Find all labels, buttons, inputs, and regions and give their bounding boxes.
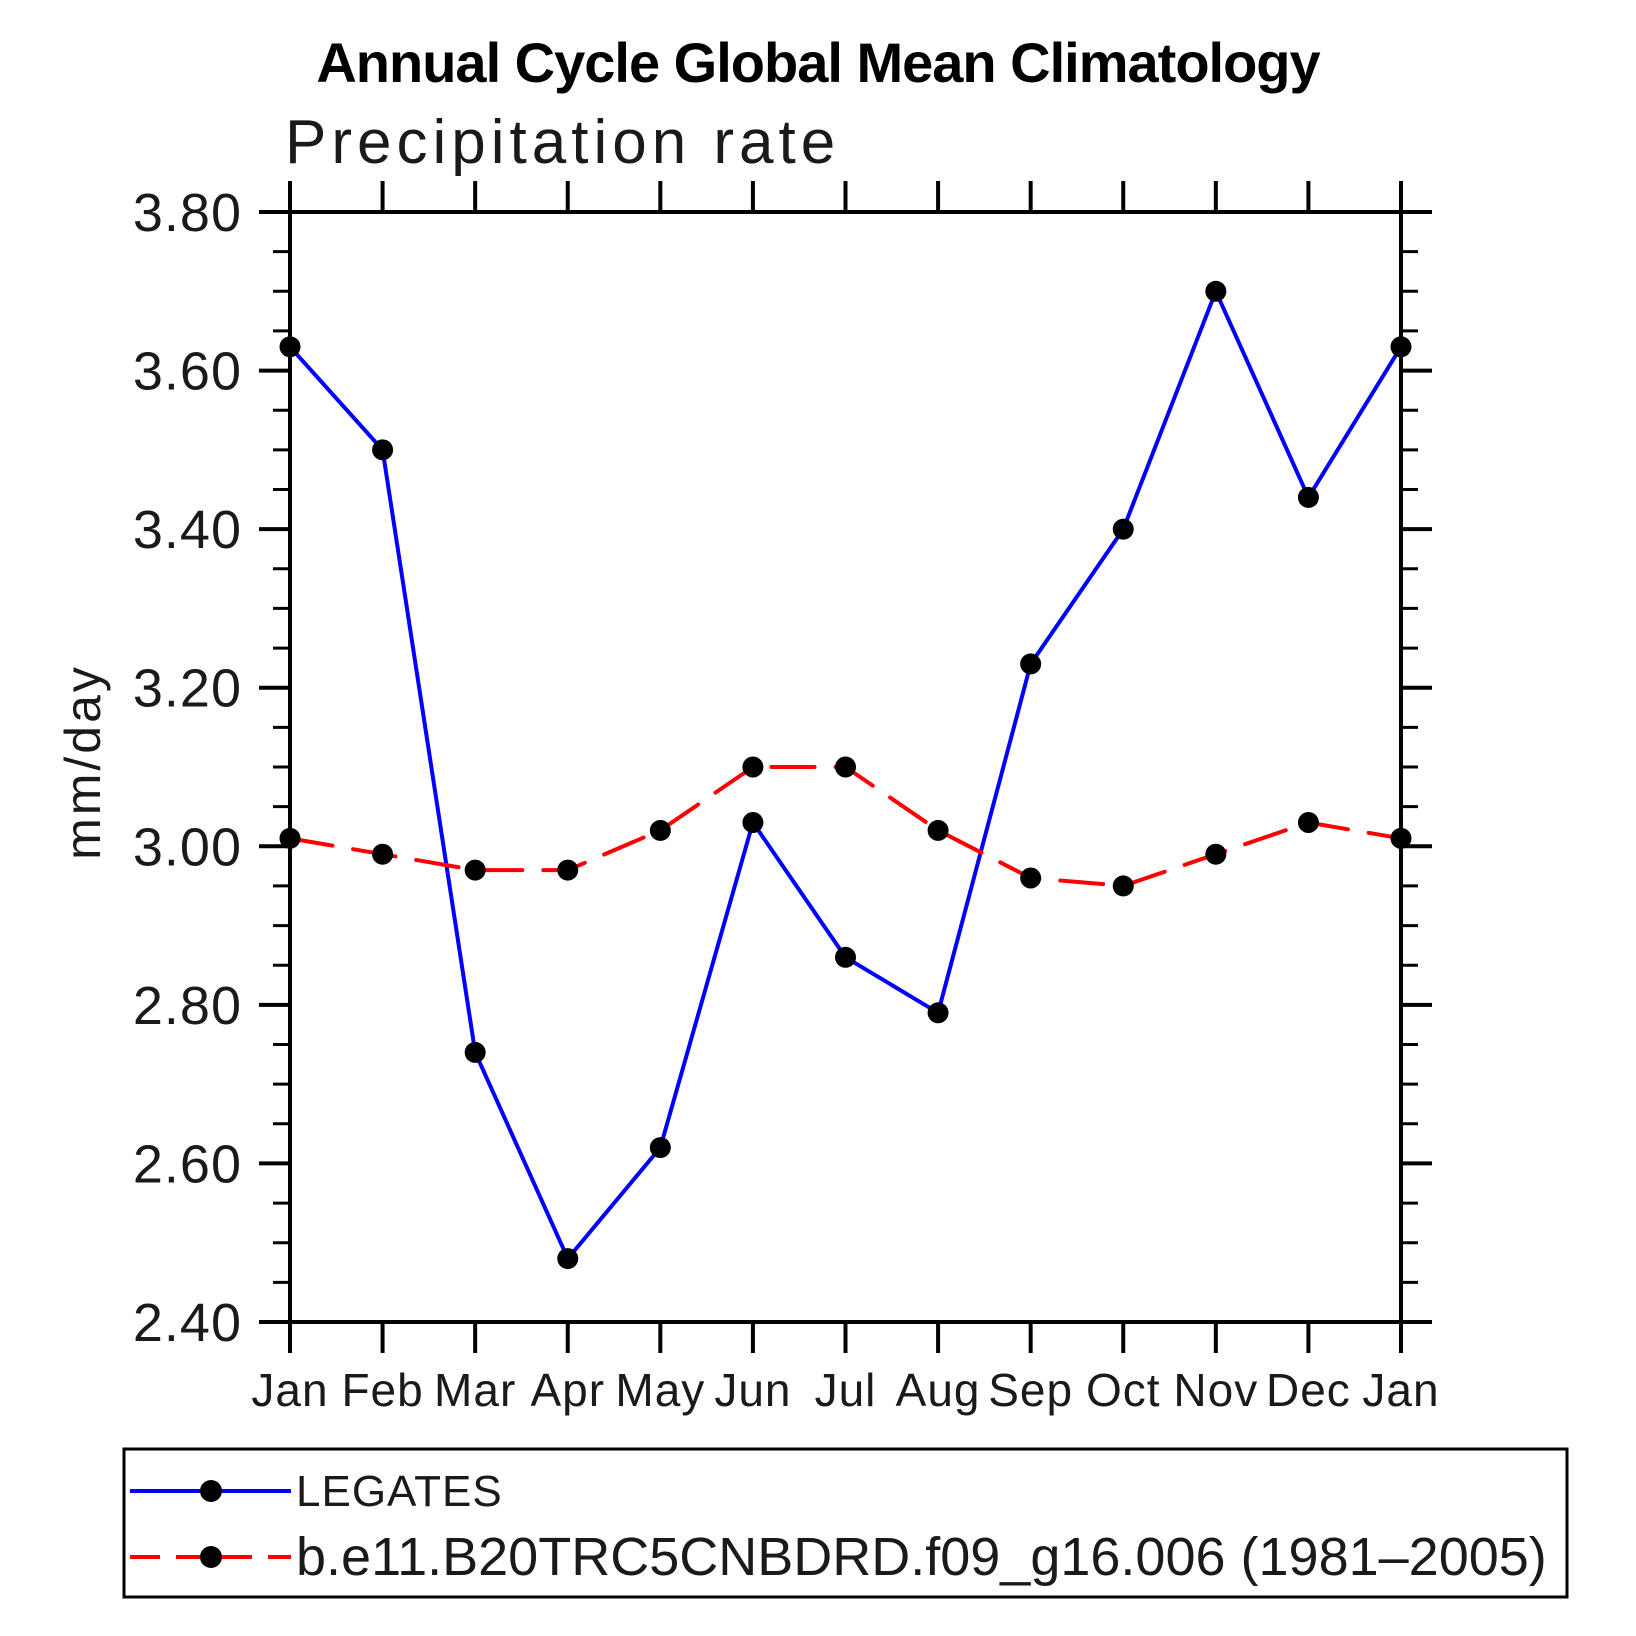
x-tick-label: Aug bbox=[896, 1364, 981, 1416]
data-point-model-may bbox=[649, 819, 671, 841]
chart-subtitle: Precipitation rate bbox=[285, 108, 841, 177]
data-point-legates-nov bbox=[1205, 280, 1227, 302]
data-point-legates-apr bbox=[557, 1248, 579, 1270]
x-tick-label: Jun bbox=[714, 1364, 791, 1416]
data-point-legates-jul bbox=[835, 946, 856, 968]
legend-box bbox=[122, 1447, 1569, 1599]
data-point-model-jun bbox=[742, 756, 764, 778]
data-point-legates-jun bbox=[742, 812, 764, 833]
legend-label-model: b.e11.B20TRC5CNBDRD.f09_g16.006 (1981–20… bbox=[296, 1527, 1547, 1587]
data-point-model-mar bbox=[464, 859, 486, 881]
data-point-legates-jan bbox=[1390, 336, 1412, 358]
y-tick-label: 3.40 bbox=[133, 500, 242, 560]
data-point-legates-dec bbox=[1297, 486, 1319, 508]
x-tick-label: Dec bbox=[1266, 1364, 1351, 1416]
x-tick-label: Sep bbox=[988, 1364, 1073, 1416]
data-point-legates-oct bbox=[1112, 518, 1134, 540]
x-tick-label: Apr bbox=[530, 1364, 605, 1416]
data-point-legates-sep bbox=[1020, 653, 1042, 675]
data-point-model-dec bbox=[1297, 812, 1319, 833]
data-point-legates-aug bbox=[927, 1002, 949, 1024]
x-tick-label: Jan bbox=[1362, 1364, 1439, 1416]
data-point-legates-feb bbox=[372, 439, 394, 461]
data-point-model-nov bbox=[1205, 843, 1227, 865]
data-point-model-oct bbox=[1112, 875, 1134, 897]
y-tick-label: 3.60 bbox=[133, 342, 242, 402]
data-point-model-jul bbox=[835, 756, 856, 778]
y-tick-label: 2.60 bbox=[133, 1134, 242, 1194]
legend-marker-model bbox=[200, 1546, 222, 1568]
data-point-model-sep bbox=[1020, 867, 1042, 889]
legend-marker-legates bbox=[200, 1480, 222, 1502]
data-point-model-apr bbox=[557, 859, 579, 881]
x-tick-label: Feb bbox=[341, 1364, 423, 1416]
x-tick-label: May bbox=[615, 1364, 705, 1416]
y-tick-label: 2.40 bbox=[133, 1293, 242, 1353]
chart-title: Annual Cycle Global Mean Climatology bbox=[316, 31, 1320, 94]
y-axis-title: mm/day bbox=[55, 664, 111, 860]
x-tick-label: Jul bbox=[815, 1364, 877, 1416]
data-point-legates-may bbox=[649, 1137, 671, 1159]
legend-label-legates: LEGATES bbox=[296, 1467, 503, 1516]
y-tick-label: 3.20 bbox=[133, 659, 242, 719]
x-tick-label: Oct bbox=[1086, 1364, 1161, 1416]
y-tick-label: 3.00 bbox=[133, 817, 242, 877]
data-point-model-jan bbox=[1390, 827, 1412, 849]
data-point-model-jan bbox=[279, 827, 301, 849]
x-tick-label: Jan bbox=[251, 1364, 328, 1416]
series-line-model bbox=[288, 765, 1403, 888]
data-point-model-feb bbox=[372, 843, 394, 865]
x-tick-label: Mar bbox=[434, 1364, 516, 1416]
y-tick-label: 2.80 bbox=[133, 976, 242, 1036]
data-point-legates-mar bbox=[464, 1041, 486, 1063]
x-tick-label: Nov bbox=[1173, 1364, 1258, 1416]
data-point-legates-jan bbox=[279, 336, 301, 358]
y-tick-label: 3.80 bbox=[133, 183, 242, 243]
data-point-model-aug bbox=[927, 819, 949, 841]
